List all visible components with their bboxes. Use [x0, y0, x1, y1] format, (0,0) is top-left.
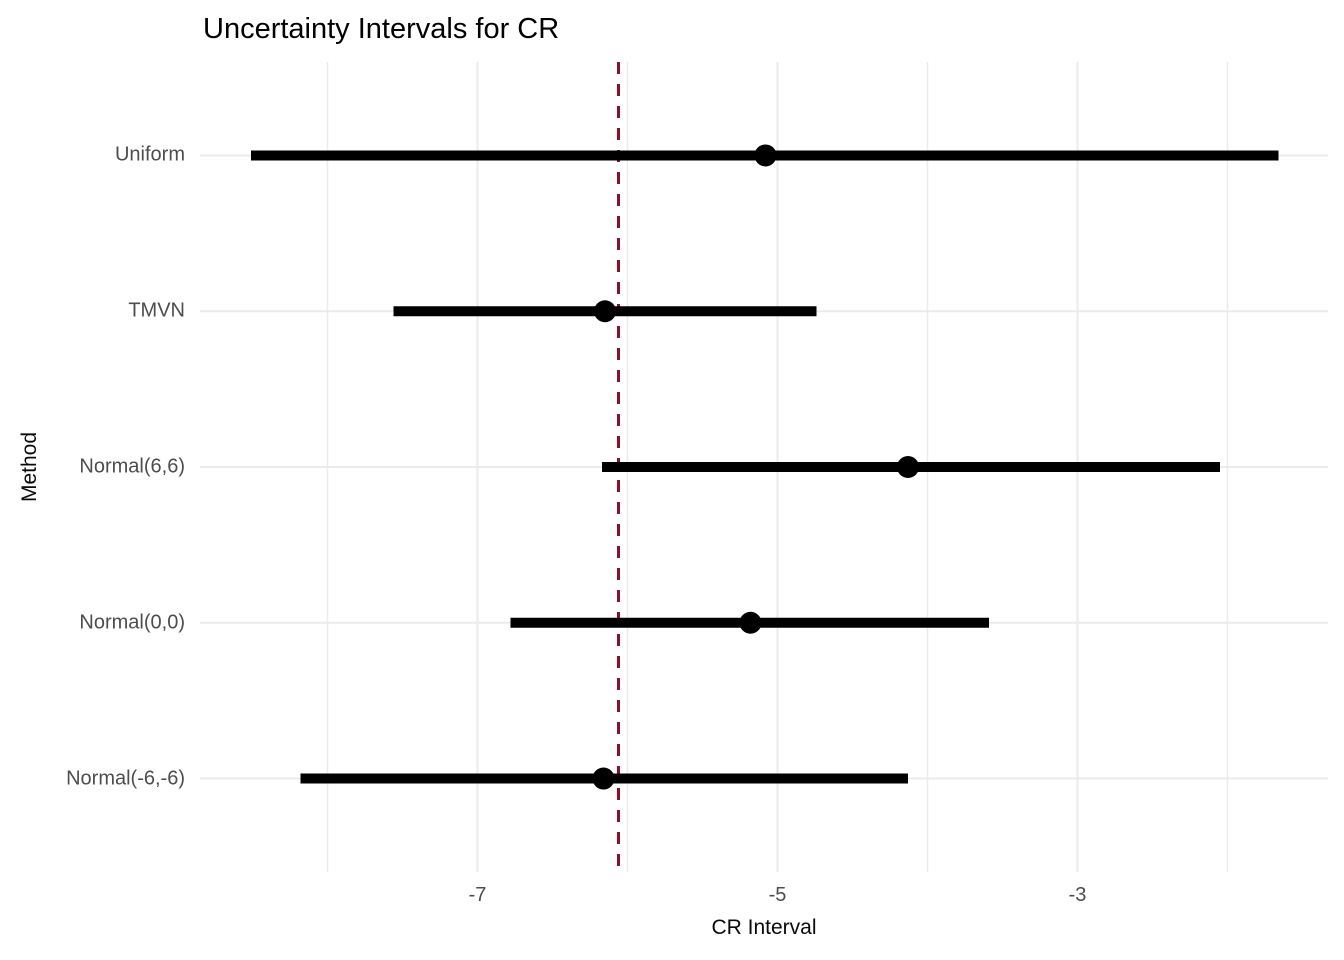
- plot-title: Uncertainty Intervals for CR: [203, 13, 560, 45]
- y-tick-label: Uniform: [114, 143, 185, 166]
- point-estimate: [592, 767, 615, 790]
- y-tick-label: TMVN: [128, 299, 185, 322]
- x-tick-label: -3: [1068, 884, 1087, 906]
- y-axis-title: Method: [18, 431, 41, 503]
- y-tick-label: Normal(-6,-6): [66, 767, 185, 790]
- x-tick-label: -5: [768, 884, 787, 906]
- x-tick-label: -7: [468, 884, 487, 906]
- point-estimate: [754, 144, 777, 167]
- point-estimate: [897, 456, 919, 478]
- plot-panel: [200, 62, 1328, 872]
- x-axis-title: CR Interval: [711, 916, 817, 939]
- y-tick-label: Normal(0,0): [79, 611, 185, 634]
- chart-canvas: [200, 62, 1328, 872]
- y-tick-label: Normal(6,6): [79, 455, 185, 478]
- point-estimate: [594, 300, 616, 323]
- point-estimate: [739, 611, 762, 634]
